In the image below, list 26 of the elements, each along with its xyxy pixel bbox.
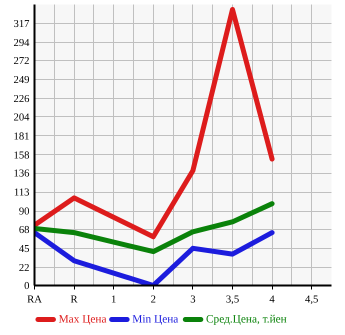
y-tick-label: 204 [14,112,30,124]
y-tick-label: 181 [14,131,30,142]
x-tick-label: 4 [269,294,276,306]
x-tick-label: 3 [190,294,196,306]
y-tick-label: 22 [18,262,30,274]
y-tick-label: 249 [14,75,30,86]
y-tick-label: 90 [18,206,30,218]
x-tick-label: R [70,294,79,306]
y-tick-label: 272 [14,56,30,68]
y-tick-label: 113 [14,188,30,199]
legend-label: Max Цена [58,314,107,326]
legend-label: Min Цена [132,314,178,326]
legend-label: Сред.Цена, т.йен [206,314,287,326]
x-tick-label: 3,5 [226,294,240,306]
x-tick-label: 1 [111,294,116,306]
y-tick-label: 226 [14,94,30,106]
y-tick-label: 294 [14,38,30,50]
y-tick-label: 136 [14,168,30,180]
y-tick-label: 317 [14,19,30,30]
y-tick-label: 45 [18,244,30,255]
x-tick-label: 2 [150,294,156,306]
x-tick-label: 4,5 [305,294,318,306]
y-tick-label: 68 [18,224,30,236]
y-tick-label: 158 [14,150,30,162]
y-tick-label: 0 [24,281,30,292]
x-tick-label: RA [27,294,42,306]
